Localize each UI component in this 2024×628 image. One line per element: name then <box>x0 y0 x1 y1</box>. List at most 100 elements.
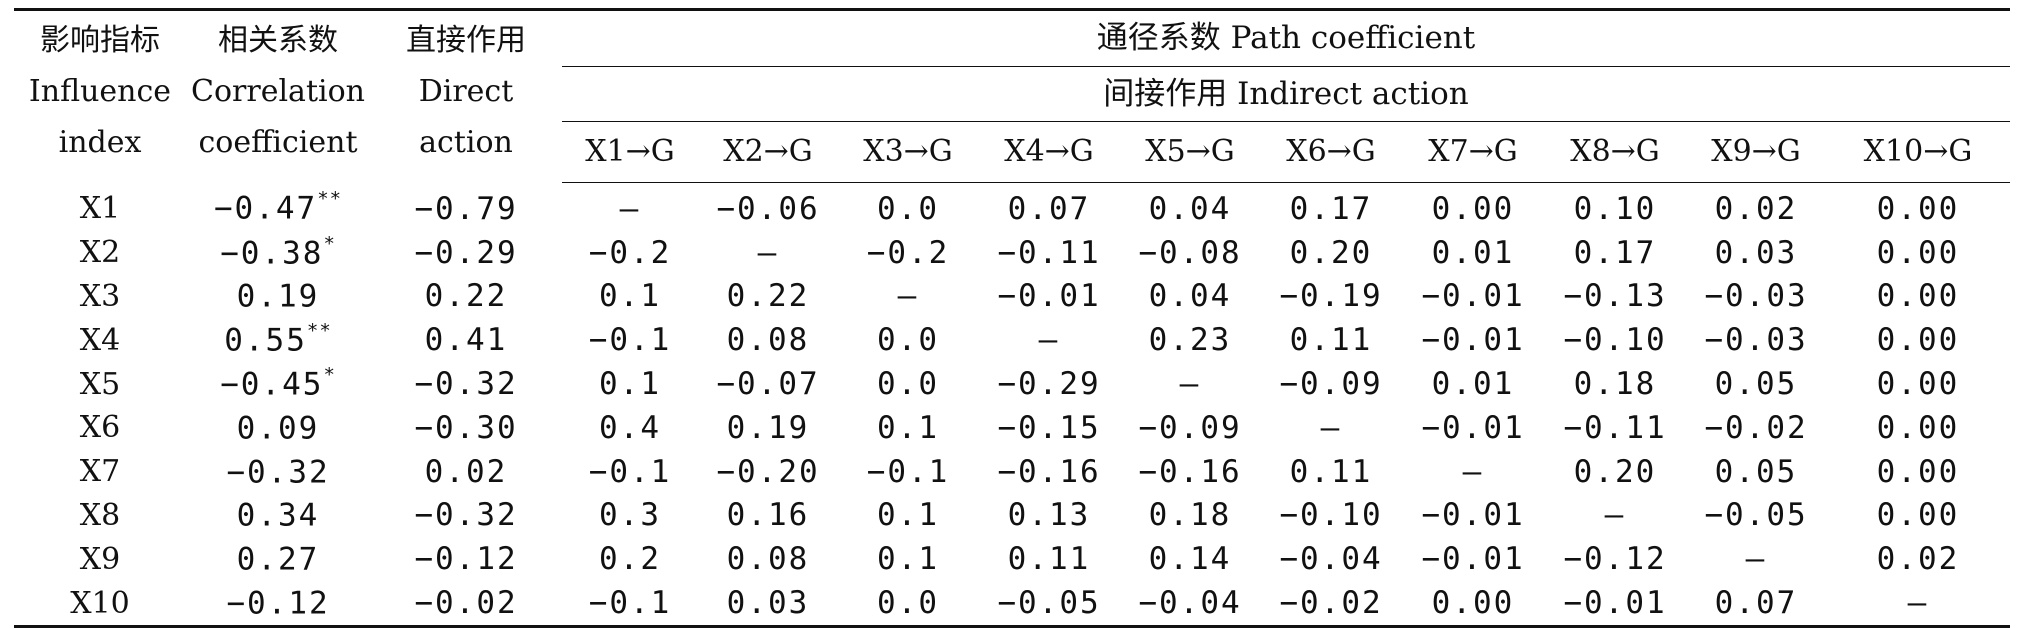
cell-indirect-x1: — <box>619 190 641 227</box>
cell-indirect-x10: 0.00 <box>1876 366 1960 403</box>
column-header-x5: X5→G <box>1120 121 1260 183</box>
cell-index: X7 <box>79 454 121 490</box>
cell-indirect-x10: 0.02 <box>1876 541 1960 578</box>
cell-indirect-x7: −0.01 <box>1421 322 1525 359</box>
cell-indirect-x7: −0.01 <box>1421 541 1525 578</box>
cell-correlation: −0.12 <box>186 581 370 628</box>
cell-indirect-x3: — <box>897 278 919 315</box>
cell-indirect-x3: 0.1 <box>877 541 939 578</box>
cell-indirect-x2: 0.16 <box>726 497 810 534</box>
header-correlation: 相关系数 Correlation coefficient <box>186 8 370 183</box>
cell-indirect-x2: 0.03 <box>698 581 838 628</box>
header-indirect-action: 间接作用 Indirect action <box>562 66 2010 122</box>
correlation-value: 0.34 <box>236 497 320 534</box>
cell-indirect-x4: −0.05 <box>978 581 1120 628</box>
cell-indirect-x10: 0.00 <box>1876 278 1960 315</box>
cell-indirect-x7: 0.01 <box>1431 234 1515 271</box>
cell-indirect-x6: 0.17 <box>1289 190 1373 227</box>
cell-direct: 0.02 <box>424 453 508 490</box>
cell-indirect-x2: −0.20 <box>716 453 820 490</box>
cell-direct: −0.29 <box>414 234 518 271</box>
cell-index: X1 <box>79 191 121 227</box>
cell-correlation: 0.19 <box>186 275 370 319</box>
cell-indirect-x2: 0.19 <box>726 409 810 446</box>
path-coefficient-table-container: 影响指标 Influence index 相关系数 Correlation co… <box>14 8 2010 628</box>
cell-indirect-x10: 0.00 <box>1876 190 1960 227</box>
cell-correlation: −0.45* <box>186 362 370 406</box>
cell-indirect-x1: 0.3 <box>599 497 661 534</box>
cell-indirect-x3: 0.0 <box>877 366 939 403</box>
cell-indirect-x7: 0.01 <box>1431 366 1515 403</box>
cell-indirect-x1: 0.4 <box>599 409 661 446</box>
header-direct-cn: 直接作用 <box>406 23 526 58</box>
table-row: X3 0.19 0.22 0.1 0.22 — −0.01 0.04 −0.19 −0.01 −0.… <box>14 275 2010 319</box>
cell-indirect-x1: −0.1 <box>588 453 672 490</box>
cell-indirect-x10: 0.00 <box>1876 453 1960 490</box>
cell-indirect-x5: 0.04 <box>1148 190 1232 227</box>
cell-indirect-x3: 0.1 <box>877 409 939 446</box>
cell-indirect-x2: −0.06 <box>716 190 820 227</box>
header-direct-action: 直接作用 Direct action <box>370 8 562 183</box>
correlation-value: −0.12 <box>226 585 330 622</box>
cell-indirect-x5: −0.08 <box>1138 234 1242 271</box>
header-corr-en2: coefficient <box>198 125 358 160</box>
cell-indirect-x8: 0.17 <box>1573 234 1657 271</box>
cell-indirect-x4: −0.15 <box>997 409 1101 446</box>
cell-indirect-x4: — <box>1038 322 1060 359</box>
correlation-value: 0.19 <box>236 278 320 315</box>
cell-indirect-x8: 0.10 <box>1573 190 1657 227</box>
cell-correlation: −0.32 <box>186 450 370 494</box>
cell-indirect-x1: 0.1 <box>599 278 661 315</box>
cell-index: X3 <box>79 278 121 314</box>
cell-index: X10 <box>14 581 186 628</box>
cell-indirect-x5: −0.09 <box>1138 409 1242 446</box>
cell-indirect-x8: 0.18 <box>1573 366 1657 403</box>
cell-index: X5 <box>79 366 121 402</box>
cell-indirect-x3: −0.1 <box>866 453 950 490</box>
cell-indirect-x5: 0.18 <box>1148 497 1232 534</box>
cell-indirect-x5: −0.16 <box>1138 453 1242 490</box>
cell-indirect-x7: −0.01 <box>1421 409 1525 446</box>
table-row: X6 0.09 −0.30 0.4 0.19 0.1 −0.15 −0.09 — −0.01 −0.… <box>14 406 2010 450</box>
cell-indirect-x10: 0.00 <box>1876 322 1960 359</box>
significance-mark: * <box>323 363 336 386</box>
header-direct-en2: action <box>419 125 513 160</box>
cell-correlation: 0.09 <box>186 406 370 450</box>
cell-correlation: 0.34 <box>186 494 370 538</box>
correlation-value: −0.47 <box>213 190 318 227</box>
cell-indirect-x1: 0.1 <box>599 366 661 403</box>
cell-indirect-x10: 0.00 <box>1876 497 1960 534</box>
cell-indirect-x7: 0.00 <box>1402 581 1544 628</box>
table-row: X4 0.55** 0.41 −0.1 0.08 0.0 — 0.23 0.11 −0.01 −0.… <box>14 318 2010 362</box>
cell-indirect-x8: −0.11 <box>1563 409 1667 446</box>
cell-indirect-x6: −0.10 <box>1279 497 1383 534</box>
cell-indirect-x7: — <box>1462 453 1484 490</box>
cell-indirect-x1: 0.2 <box>599 541 661 578</box>
significance-mark: ** <box>317 188 343 211</box>
cell-direct: −0.32 <box>414 366 518 403</box>
cell-indirect-x8: 0.20 <box>1573 453 1657 490</box>
column-header-x8: X8→G <box>1544 121 1686 183</box>
header-influence-index: 影响指标 Influence index <box>14 8 186 183</box>
cell-correlation: 0.27 <box>186 537 370 581</box>
column-header-x1: X1→G <box>562 121 698 183</box>
cell-indirect-x5: −0.04 <box>1120 581 1260 628</box>
cell-indirect-x4: −0.01 <box>997 278 1101 315</box>
cell-indirect-x9: −0.02 <box>1704 409 1808 446</box>
cell-indirect-x4: 0.11 <box>1007 541 1091 578</box>
cell-indirect-x9: −0.05 <box>1704 497 1808 534</box>
cell-indirect-x6: −0.02 <box>1260 581 1402 628</box>
header-index-cn: 影响指标 <box>40 23 160 58</box>
cell-indirect-x2: 0.08 <box>726 541 810 578</box>
cell-indirect-x8: −0.10 <box>1563 322 1667 359</box>
cell-indirect-x10: 0.00 <box>1876 234 1960 271</box>
table-row: X1 −0.47** −0.79 — −0.06 0.0 0.07 0.04 0.17 0.00 0… <box>14 183 2010 231</box>
cell-indirect-x1: −0.1 <box>588 322 672 359</box>
cell-direct: −0.12 <box>414 541 518 578</box>
column-header-x10: X10→G <box>1826 121 2010 183</box>
cell-indirect-x5: 0.23 <box>1148 322 1232 359</box>
cell-indirect-x3: 0.0 <box>877 322 939 359</box>
cell-indirect-x3: 0.0 <box>838 581 978 628</box>
cell-direct: −0.02 <box>370 581 562 628</box>
column-header-x3: X3→G <box>838 121 978 183</box>
